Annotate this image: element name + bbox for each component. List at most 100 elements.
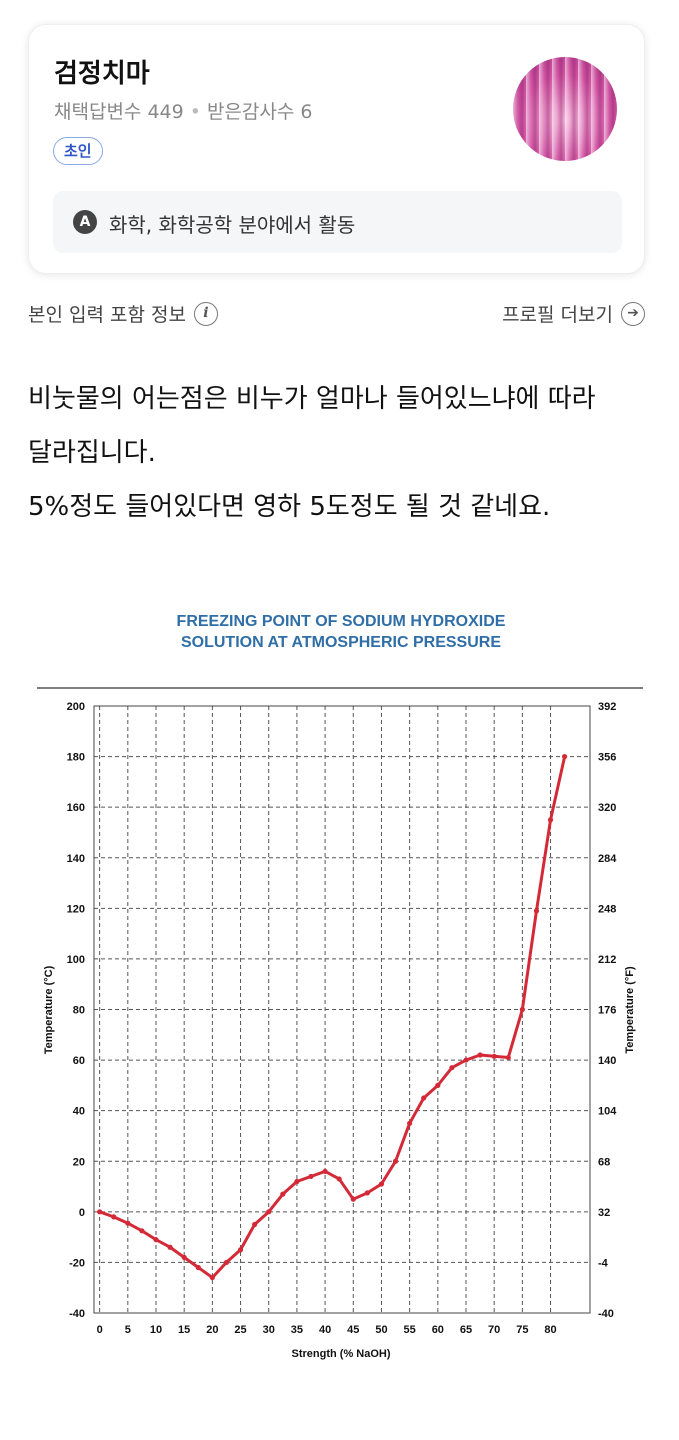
x-tick-label: 5	[125, 1324, 131, 1336]
y-tick-label: 100	[67, 954, 85, 966]
data-point	[237, 1247, 244, 1253]
avatar[interactable]	[513, 57, 617, 161]
profile-more-label: 프로필 더보기	[502, 304, 613, 326]
y-tick-label: 60	[73, 1055, 85, 1067]
y2-tick-label: -40	[598, 1308, 614, 1320]
data-point	[435, 1082, 441, 1088]
self-input-info[interactable]: 본인 입력 포함 정보 i	[28, 300, 218, 327]
arrow-right-icon: ➔	[621, 301, 645, 326]
data-point	[519, 1006, 525, 1013]
y-tick-label: 80	[73, 1005, 85, 1017]
data-point	[252, 1221, 258, 1228]
x-tick-label: 0	[97, 1324, 103, 1336]
expertise-field: A 화학, 화학공학 분야에서 활동	[53, 191, 622, 253]
data-point	[280, 1191, 286, 1197]
freezing-point-chart-image[interactable]: FREEZING POINT OF SODIUM HYDROXIDE SOLUT…	[33, 600, 647, 1370]
data-point	[505, 1054, 511, 1061]
x-tick-label: 30	[263, 1324, 275, 1336]
y2-tick-label: 176	[598, 1005, 616, 1017]
profile-name[interactable]: 검정치마	[54, 59, 150, 89]
profile-more-link[interactable]: 프로필 더보기 ➔	[502, 300, 645, 327]
data-point	[547, 817, 554, 823]
data-point	[392, 1158, 399, 1164]
freezing-point-chart: FREEZING POINT OF SODIUM HYDROXIDE SOLUT…	[37, 613, 643, 1360]
x-tick-label: 10	[150, 1324, 162, 1336]
x-tick-labels: 0 5 10 15 20 25 30 35 40 45 50 55 60 65 70 75 80	[97, 1324, 557, 1336]
data-point	[364, 1190, 370, 1196]
x-tick-label: 35	[291, 1324, 303, 1336]
y-tick-label: 200	[67, 701, 85, 713]
answers-count: 채택답변수 449	[54, 101, 184, 123]
data-point	[195, 1264, 201, 1271]
y2-tick-labels: -40 -4 32 68 104 140 176 212 248 284 320 356 392	[598, 701, 617, 1320]
y-tick-label: 180	[67, 752, 85, 764]
y2-tick-label: 392	[598, 701, 616, 713]
y-tick-label: 20	[73, 1156, 85, 1168]
plot-frame	[93, 705, 591, 1314]
y2-tick-label: 68	[598, 1156, 610, 1168]
data-point	[378, 1181, 385, 1187]
thanks-count: 받은감사수 6	[206, 101, 313, 123]
data-point	[336, 1176, 342, 1182]
data-point	[407, 1120, 413, 1126]
data-point	[477, 1052, 483, 1058]
y2-tick-label: 320	[598, 802, 616, 814]
data-point	[350, 1196, 356, 1202]
data-point	[562, 753, 568, 760]
x-tick-label: 20	[206, 1324, 218, 1336]
data-point	[266, 1209, 272, 1215]
data-point	[322, 1168, 328, 1174]
answer-line: 달라집니다.	[28, 438, 156, 468]
data-point	[463, 1057, 469, 1063]
y2-tick-label: 104	[598, 1106, 617, 1118]
data-point	[491, 1053, 497, 1059]
info-icon[interactable]: i	[193, 301, 218, 326]
x-tick-label: 45	[347, 1324, 359, 1336]
y-tick-label: 40	[73, 1106, 85, 1118]
data-point	[125, 1220, 131, 1226]
chart-grid	[94, 706, 590, 1313]
y-tick-label: -40	[69, 1308, 85, 1320]
data-point	[167, 1244, 173, 1250]
y2-tick-label: 356	[598, 752, 616, 764]
data-point	[449, 1065, 455, 1071]
data-point	[111, 1214, 117, 1220]
profile-card[interactable]: 검정치마 채택답변수 449 • 받은감사수 6 초인 A 화학, 화학공학 분야에…	[28, 24, 645, 274]
answer-line: 비눗물의 어는점은 비누가 얼마나 들어있느냐에 따라	[28, 384, 596, 414]
profile-stats: 채택답변수 449 • 받은감사수 6	[54, 97, 312, 124]
x-tick-label: 60	[432, 1324, 444, 1336]
y2-axis-label: Temperature (°F)	[624, 966, 636, 1054]
data-point	[139, 1228, 145, 1234]
y-tick-label: 120	[67, 903, 85, 915]
y-tick-label: -20	[69, 1257, 85, 1269]
data-series	[97, 753, 568, 1281]
x-tick-label: 80	[544, 1324, 556, 1336]
y-tick-label: 140	[67, 853, 85, 865]
data-point	[421, 1095, 427, 1101]
y-tick-labels: -40 -20 0 20 40 60 80 100 120 140 160 180 200	[67, 701, 85, 1320]
x-tick-label: 75	[516, 1324, 528, 1336]
data-point	[308, 1173, 314, 1180]
x-tick-label: 50	[375, 1324, 387, 1336]
data-point	[533, 908, 540, 914]
self-input-label: 본인 입력 포함 정보	[28, 304, 186, 326]
answer-line: 5%정도 들어있다면 영하 5도정도 될 것 같네요.	[28, 492, 551, 522]
series-line	[99, 756, 567, 1280]
chart-title-line2: SOLUTION AT ATMOSPHERIC PRESSURE	[181, 634, 501, 651]
y-axis-label: Temperature (°C)	[43, 965, 55, 1054]
expert-a-icon: A	[73, 210, 97, 234]
data-point	[181, 1254, 187, 1260]
y-tick-label: 160	[67, 802, 85, 814]
x-tick-label: 15	[178, 1324, 190, 1336]
chart-title-line1: FREEZING POINT OF SODIUM HYDROXIDE	[177, 613, 506, 630]
profile-info-row: 본인 입력 포함 정보 i 프로필 더보기 ➔	[28, 300, 645, 328]
data-point	[153, 1237, 159, 1243]
answer-body: 비눗물의 어는점은 비누가 얼마나 들어있느냐에 따라 달라집니다. 5%정도 …	[28, 372, 658, 534]
data-point	[97, 1209, 103, 1215]
x-tick-label: 25	[234, 1324, 246, 1336]
separator-dot: •	[189, 101, 201, 123]
y2-tick-label: 32	[598, 1207, 610, 1219]
y2-tick-label: 248	[598, 903, 616, 915]
data-point	[223, 1259, 230, 1266]
y2-tick-label: 284	[598, 853, 617, 865]
